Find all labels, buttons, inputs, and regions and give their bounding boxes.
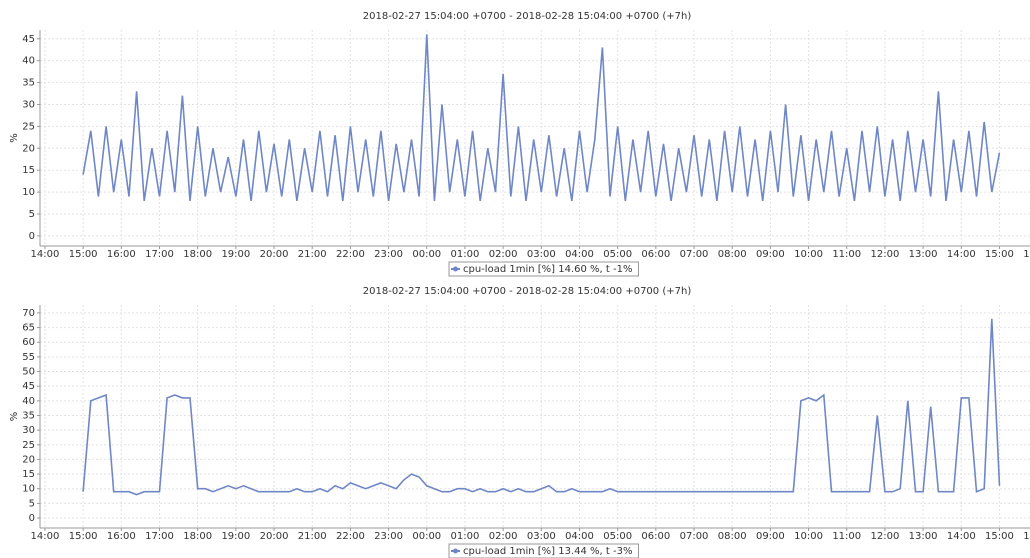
x-tick-label: 09:00 xyxy=(756,531,785,542)
y-tick-label: 0 xyxy=(29,513,35,524)
x-tick-label: 15:00 xyxy=(985,531,1014,542)
x-tick-label: 06:00 xyxy=(641,249,670,260)
x-tick-label: 19:00 xyxy=(221,531,250,542)
x-tick-label: 22:00 xyxy=(336,531,365,542)
legend-box xyxy=(448,261,639,277)
x-tick-label: 00:00 xyxy=(412,249,441,260)
y-tick-label: 10 xyxy=(22,484,35,495)
y-tick-label: 5 xyxy=(29,209,35,220)
y-axis-label: % xyxy=(9,412,20,422)
x-tick-label: 22:00 xyxy=(336,249,365,260)
x-tick-label: 08:00 xyxy=(718,249,747,260)
x-tick-label: 18:00 xyxy=(183,249,212,260)
x-tick-label: 01:00 xyxy=(451,531,480,542)
x-tick-label: 06:00 xyxy=(641,531,670,542)
y-tick-label: 50 xyxy=(22,367,35,378)
x-tick-label: 09:00 xyxy=(756,249,785,260)
y-tick-label: 30 xyxy=(22,99,35,110)
legend-swatch-marker xyxy=(453,548,458,554)
x-tick-label: 10:00 xyxy=(794,531,823,542)
y-tick-label: 5 xyxy=(29,498,35,509)
y-tick-label: 60 xyxy=(22,337,35,348)
x-tick-label: 14:00 xyxy=(947,531,976,542)
x-tick-label: 21:00 xyxy=(298,531,327,542)
y-tick-label: 40 xyxy=(22,56,35,67)
y-tick-label: 15 xyxy=(22,469,35,480)
y-axis-label: % xyxy=(9,133,20,143)
y-tick-label: 10 xyxy=(22,187,35,198)
x-tick-label: 05:00 xyxy=(603,249,632,260)
x-tick-label: 16:00 xyxy=(1023,249,1030,260)
data-line xyxy=(82,318,1001,496)
legend-label: cpu-load 1min [%] 14.60 %, t -1% xyxy=(463,264,632,275)
x-tick-label: 11:00 xyxy=(832,531,861,542)
y-tick-label: 20 xyxy=(22,454,35,465)
x-tick-label: 04:00 xyxy=(565,531,594,542)
x-tick-label: 15:00 xyxy=(985,249,1014,260)
x-tick-label: 02:00 xyxy=(489,249,518,260)
x-tick-label: 07:00 xyxy=(680,531,709,542)
x-tick-label: 15:00 xyxy=(69,249,98,260)
x-tick-label: 20:00 xyxy=(260,531,289,542)
y-tick-label: 70 xyxy=(22,308,35,319)
x-tick-label: 11:00 xyxy=(832,249,861,260)
x-tick-label: 00:00 xyxy=(412,531,441,542)
y-tick-label: 25 xyxy=(22,440,35,451)
x-tick-label: 19:00 xyxy=(221,249,250,260)
legend: cpu-load 1min [%] 14.60 %, t -1% xyxy=(448,261,639,277)
y-tick-label: 35 xyxy=(22,78,35,89)
x-tick-label: 13:00 xyxy=(909,249,938,260)
x-tick-label: 16:00 xyxy=(1023,531,1030,542)
x-tick-label: 03:00 xyxy=(527,249,556,260)
x-tick-label: 03:00 xyxy=(527,531,556,542)
x-tick-label: 05:00 xyxy=(603,531,632,542)
x-tick-label: 14:00 xyxy=(31,249,60,260)
chart-title: 2018-02-27 15:04:00 +0700 - 2018-02-28 1… xyxy=(363,11,692,22)
x-tick-label: 21:00 xyxy=(298,249,327,260)
y-tick-label: 0 xyxy=(29,231,35,242)
x-tick-label: 18:00 xyxy=(183,531,212,542)
y-tick-label: 55 xyxy=(22,352,35,363)
x-tick-label: 16:00 xyxy=(107,249,136,260)
y-tick-label: 25 xyxy=(22,121,35,132)
chart-title: 2018-02-27 15:04:00 +0700 - 2018-02-28 1… xyxy=(363,286,692,297)
y-tick-label: 15 xyxy=(22,165,35,176)
legend-label: cpu-load 1min [%] 13.44 %, t -3% xyxy=(463,546,632,557)
legend: cpu-load 1min [%] 13.44 %, t -3% xyxy=(448,543,639,558)
y-tick-label: 20 xyxy=(22,143,35,154)
x-tick-label: 16:00 xyxy=(107,531,136,542)
x-tick-label: 01:00 xyxy=(451,249,480,260)
legend-swatch-marker xyxy=(453,266,458,272)
y-tick-label: 30 xyxy=(22,425,35,436)
x-tick-label: 14:00 xyxy=(31,531,60,542)
y-tick-label: 65 xyxy=(22,323,35,334)
x-tick-label: 12:00 xyxy=(871,531,900,542)
x-tick-label: 23:00 xyxy=(374,531,403,542)
x-tick-label: 17:00 xyxy=(145,531,174,542)
y-tick-label: 45 xyxy=(22,381,35,392)
x-tick-label: 12:00 xyxy=(871,249,900,260)
x-tick-label: 15:00 xyxy=(69,531,98,542)
x-tick-label: 13:00 xyxy=(909,531,938,542)
x-tick-label: 14:00 xyxy=(947,249,976,260)
x-tick-label: 10:00 xyxy=(794,249,823,260)
y-tick-label: 40 xyxy=(22,396,35,407)
y-tick-label: 45 xyxy=(22,34,35,45)
y-tick-label: 35 xyxy=(22,410,35,421)
x-tick-label: 04:00 xyxy=(565,249,594,260)
legend-box xyxy=(448,543,639,558)
x-tick-label: 23:00 xyxy=(374,249,403,260)
x-tick-label: 07:00 xyxy=(680,249,709,260)
x-tick-label: 08:00 xyxy=(718,531,747,542)
x-tick-label: 17:00 xyxy=(145,249,174,260)
x-tick-label: 20:00 xyxy=(260,249,289,260)
x-tick-label: 02:00 xyxy=(489,531,518,542)
data-line xyxy=(82,34,1001,202)
